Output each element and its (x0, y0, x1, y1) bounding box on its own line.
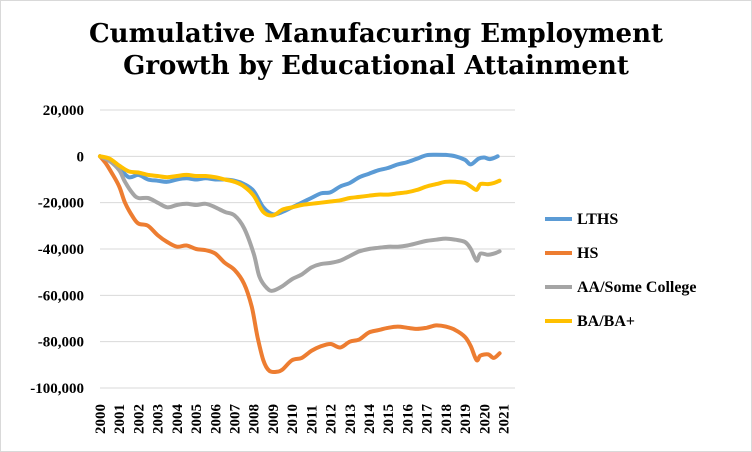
x-tick-label: 2006 (208, 404, 224, 435)
x-tick-label: 2015 (381, 404, 397, 434)
legend-label: AA/Some College (577, 279, 697, 296)
series-line-hs (98, 154, 502, 375)
x-tick-label: 2005 (189, 404, 205, 434)
x-tick-label: 2012 (324, 404, 340, 434)
x-tick-label: 2008 (247, 404, 263, 434)
chart-title-line2: Growth by Educational Attainment (123, 51, 629, 81)
chart-title-line1: Cumulative Manufacuring Employment (88, 19, 664, 49)
series-line-lths (98, 152, 500, 217)
chart-title: Cumulative Manufacuring Employment Growt… (0, 18, 752, 82)
y-tick-label: 20,000 (43, 103, 84, 119)
x-tick-label: 2013 (343, 404, 359, 434)
legend-label: HS (577, 245, 598, 262)
x-tick-label: 2019 (458, 404, 474, 434)
y-tick-label: -80,000 (38, 335, 84, 351)
series-line-ba-ba- (98, 154, 502, 218)
x-tick-label: 2011 (304, 405, 320, 434)
y-tick-label: 0 (77, 149, 85, 165)
legend-label: LTHS (577, 211, 618, 228)
x-tick-label: 2016 (400, 404, 416, 435)
x-tick-label: 2010 (285, 404, 301, 434)
y-tick-label: -40,000 (38, 242, 84, 258)
x-tick-label: 2021 (496, 404, 512, 434)
x-tick-label: 2018 (439, 404, 455, 434)
x-tick-label: 2002 (131, 404, 147, 434)
x-tick-label: 2003 (151, 404, 167, 434)
x-tick-label: 2014 (362, 404, 378, 435)
x-tick-label: 2001 (112, 404, 128, 434)
y-tick-label: -60,000 (38, 288, 84, 304)
x-tick-label: 2009 (266, 404, 282, 434)
x-tick-label: 2020 (477, 404, 493, 434)
y-tick-label: -100,000 (30, 381, 84, 397)
x-tick-label: 2017 (420, 404, 436, 435)
y-tick-label: -20,000 (38, 196, 84, 212)
x-tick-label: 2004 (170, 404, 186, 435)
series-line-aa-some-college (98, 154, 502, 293)
legend-label: BA/BA+ (577, 313, 635, 330)
x-tick-label: 2000 (93, 404, 109, 434)
x-tick-label: 2007 (227, 404, 243, 435)
